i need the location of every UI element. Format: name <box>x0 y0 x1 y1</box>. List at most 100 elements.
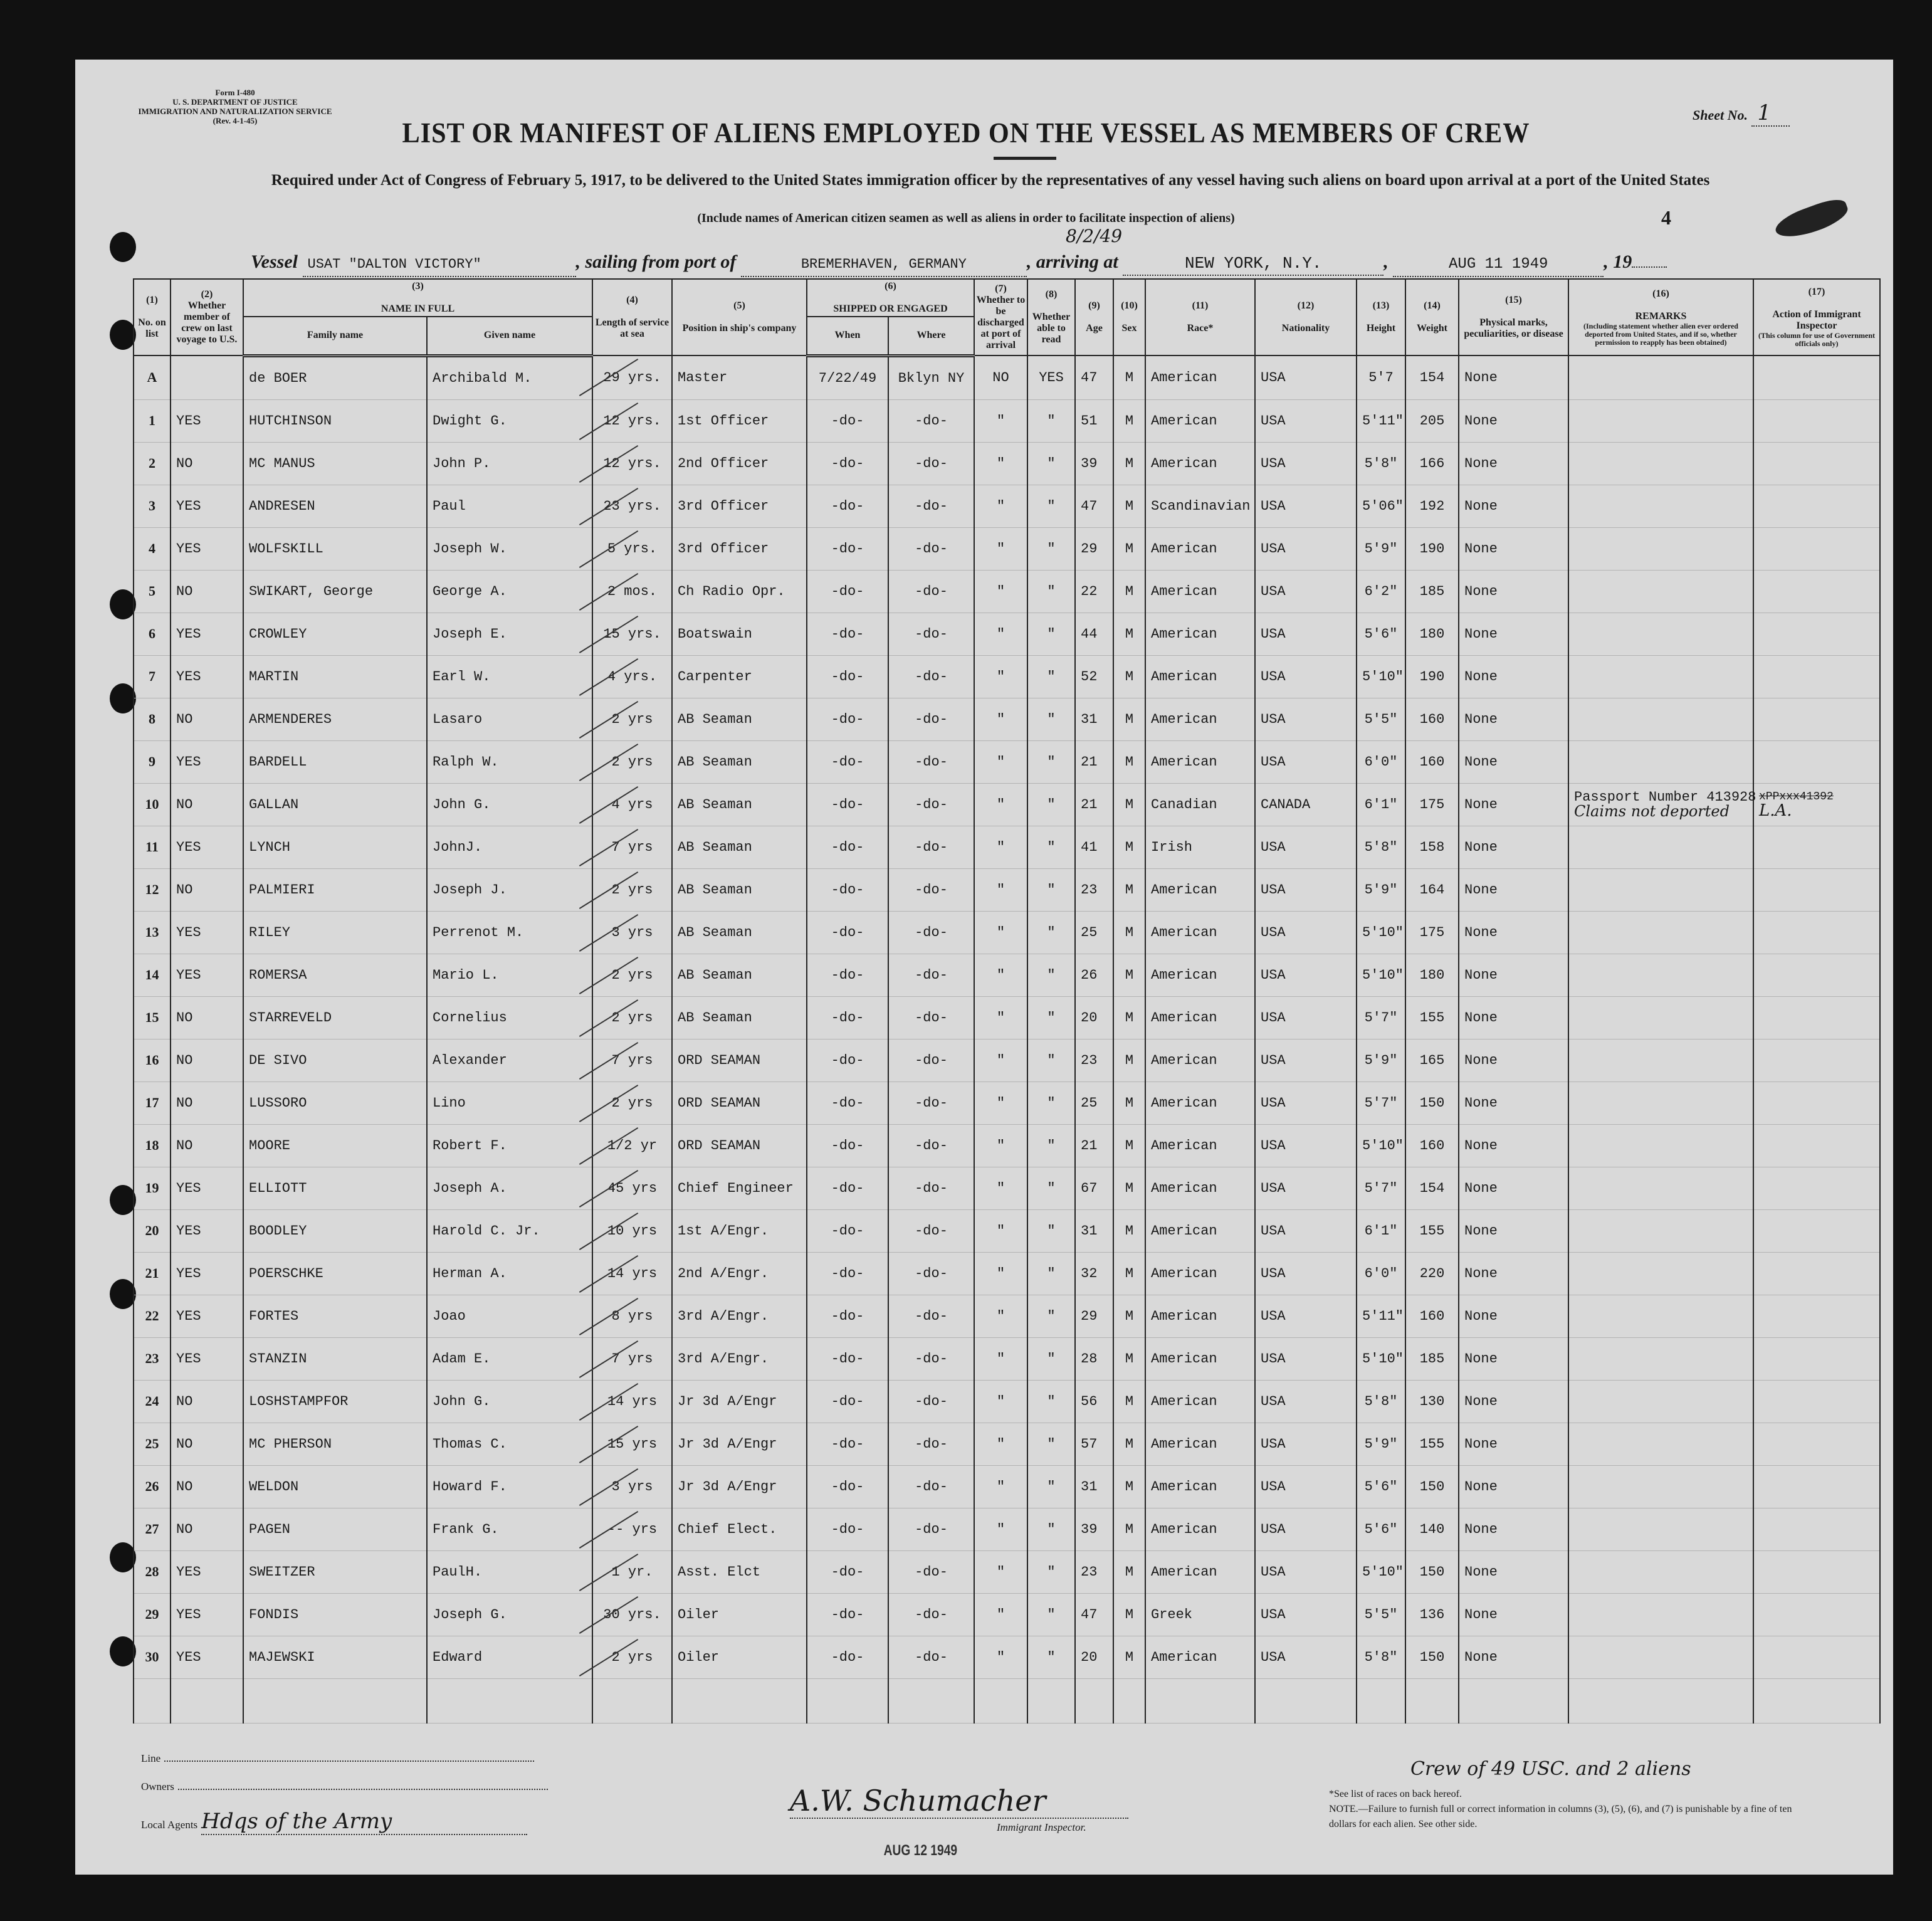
cell-read: " <box>1027 1636 1076 1679</box>
cell-nationality: USA <box>1254 399 1357 443</box>
cell-discharged: " <box>974 485 1028 528</box>
cell-read: " <box>1027 1508 1076 1551</box>
cell-race: American <box>1145 655 1256 698</box>
handwritten-sailing-date: 8/2/49 <box>1066 226 1123 246</box>
cell-weight: 150 <box>1405 1550 1459 1594</box>
cell-sex: M <box>1113 996 1146 1039</box>
table-row: 22 YES FORTES Joao 8 yrs 3rd A/Engr. -do- -do- "… <box>133 1295 1881 1338</box>
cell-action <box>1753 1082 1881 1125</box>
cell-sex: M <box>1113 1124 1146 1167</box>
cell-when: -do- <box>806 527 889 571</box>
cell-length: 2 yrs <box>592 740 673 784</box>
cell-sex: M <box>1113 1039 1146 1082</box>
cell-given: Joseph E. <box>426 613 593 656</box>
cell-discharged: " <box>974 698 1028 741</box>
cell-marks: None <box>1458 1337 1569 1381</box>
cell-family: de BOER <box>243 355 428 400</box>
cell-discharged: " <box>974 783 1028 826</box>
cell-no: 26 <box>133 1465 171 1508</box>
cell-given: Joseph J. <box>426 868 593 912</box>
cell-weight: 150 <box>1405 1465 1459 1508</box>
cell-position: Jr 3d A/Engr <box>671 1465 807 1508</box>
cell-remarks <box>1568 655 1754 698</box>
table-row: 16 NO DE SIVO Alexander 7 yrs ORD SEAMAN -do- -… <box>133 1039 1881 1082</box>
blank-cell <box>592 1678 673 1724</box>
punch-hole <box>110 1185 136 1215</box>
cell-remarks <box>1568 1423 1754 1466</box>
cell-family: LUSSORO <box>243 1082 428 1125</box>
cell-read: " <box>1027 655 1076 698</box>
cell-height: 5'7" <box>1356 996 1406 1039</box>
cell-marks: None <box>1458 570 1569 613</box>
cell-race: American <box>1145 1039 1256 1082</box>
cell-family: FONDIS <box>243 1593 428 1636</box>
cell-where: -do- <box>888 1295 975 1338</box>
cell-action <box>1753 613 1881 656</box>
cell-weight: 155 <box>1405 1423 1459 1466</box>
vessel-field: USAT "DALTON VICTORY" <box>302 253 576 277</box>
cell-length: 2 yrs <box>592 1636 673 1679</box>
cell-family: BOODLEY <box>243 1209 428 1253</box>
cell-read: " <box>1027 1380 1076 1423</box>
blank-cell <box>1458 1678 1569 1724</box>
local-agents-value: Hdqs of the Army <box>201 1809 392 1834</box>
cell-when: -do- <box>806 740 889 784</box>
cell-height: 6'0" <box>1356 740 1406 784</box>
cell-nationality: CANADA <box>1254 783 1357 826</box>
cell-height: 5'9" <box>1356 1039 1406 1082</box>
cell-discharged: " <box>974 527 1028 571</box>
cell-nationality: USA <box>1254 1636 1357 1679</box>
cell-given: Perrenot M. <box>426 911 593 954</box>
table-row: 3 YES ANDRESEN Paul 23 yrs. 3rd Officer -do- -d… <box>133 485 1881 528</box>
cell-where: -do- <box>888 1508 975 1551</box>
action-struck-text: xPPxxx41392 <box>1759 790 1834 803</box>
cell-marks: None <box>1458 355 1569 400</box>
cell-family: HUTCHINSON <box>243 399 428 443</box>
cell-nationality: USA <box>1254 1039 1357 1082</box>
cell-length: 15 yrs <box>592 1423 673 1466</box>
cell-age: 56 <box>1074 1380 1114 1423</box>
blank-row <box>133 1678 1881 1724</box>
cell-remarks <box>1568 1465 1754 1508</box>
cell-discharged: " <box>974 911 1028 954</box>
cell-where: -do- <box>888 1550 975 1594</box>
cell-age: 20 <box>1074 1636 1114 1679</box>
cell-prev: YES <box>170 954 244 997</box>
cell-sex: M <box>1113 355 1146 400</box>
crew-count-note: Crew of 49 USC. and 2 aliens <box>1410 1758 1691 1780</box>
cell-height: 5'7" <box>1356 1082 1406 1125</box>
cell-given: Joseph W. <box>426 527 593 571</box>
cell-discharged: " <box>974 1508 1028 1551</box>
races-note: *See list of races on back hereof. <box>1329 1789 1462 1799</box>
cell-given: Joao <box>426 1295 593 1338</box>
cell-nationality: USA <box>1254 355 1357 400</box>
cell-action <box>1753 1209 1881 1253</box>
cell-marks: None <box>1458 911 1569 954</box>
cell-no: 1 <box>133 399 171 443</box>
cell-when: -do- <box>806 1593 889 1636</box>
cell-given: Earl W. <box>426 655 593 698</box>
cell-position: Master <box>671 355 807 400</box>
cell-when: -do- <box>806 1337 889 1381</box>
col-when-header: When <box>806 316 889 357</box>
cell-action <box>1753 1124 1881 1167</box>
cell-nationality: USA <box>1254 1380 1357 1423</box>
cell-sex: M <box>1113 1380 1146 1423</box>
table-row: 15 NO STARREVELD Cornelius 2 yrs AB Seaman -do… <box>133 996 1881 1039</box>
cell-nationality: USA <box>1254 1167 1357 1210</box>
cell-race: American <box>1145 570 1256 613</box>
cell-height: 6'0" <box>1356 1252 1406 1295</box>
cell-sex: M <box>1113 1252 1146 1295</box>
cell-action <box>1753 1423 1881 1466</box>
cell-where: -do- <box>888 911 975 954</box>
cell-weight: 160 <box>1405 1295 1459 1338</box>
cell-action <box>1753 1550 1881 1594</box>
col-name-header: (3) NAME IN FULL <box>243 278 593 317</box>
cell-when: -do- <box>806 783 889 826</box>
cell-nationality: USA <box>1254 1337 1357 1381</box>
table-row: 4 YES WOLFSKILL Joseph W. 5 yrs. 3rd Officer -… <box>133 527 1881 571</box>
arrival-port-field: NEW YORK, N.Y. <box>1123 252 1384 276</box>
cell-remarks <box>1568 1082 1754 1125</box>
cell-race: American <box>1145 1337 1256 1381</box>
cell-family: CROWLEY <box>243 613 428 656</box>
